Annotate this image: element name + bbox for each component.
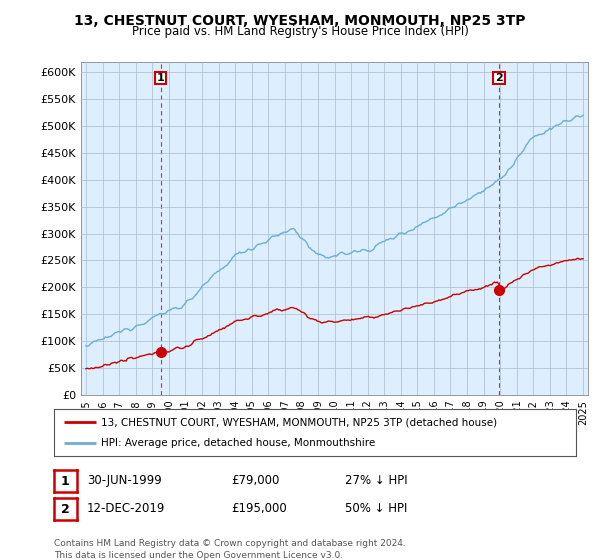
Text: Contains HM Land Registry data © Crown copyright and database right 2024.
This d: Contains HM Land Registry data © Crown c… [54,539,406,560]
Text: £79,000: £79,000 [231,474,280,487]
Text: 13, CHESTNUT COURT, WYESHAM, MONMOUTH, NP25 3TP (detached house): 13, CHESTNUT COURT, WYESHAM, MONMOUTH, N… [101,417,497,427]
Text: 12-DEC-2019: 12-DEC-2019 [87,502,166,515]
Text: £195,000: £195,000 [231,502,287,515]
Text: 30-JUN-1999: 30-JUN-1999 [87,474,162,487]
FancyBboxPatch shape [155,72,166,83]
Text: 2: 2 [495,73,503,83]
Text: 13, CHESTNUT COURT, WYESHAM, MONMOUTH, NP25 3TP: 13, CHESTNUT COURT, WYESHAM, MONMOUTH, N… [74,14,526,28]
Text: Price paid vs. HM Land Registry's House Price Index (HPI): Price paid vs. HM Land Registry's House … [131,25,469,38]
Text: 27% ↓ HPI: 27% ↓ HPI [345,474,407,487]
FancyBboxPatch shape [493,72,505,83]
Text: 1: 1 [61,474,70,488]
Text: 1: 1 [157,73,164,83]
Text: HPI: Average price, detached house, Monmouthshire: HPI: Average price, detached house, Monm… [101,438,375,448]
Text: 50% ↓ HPI: 50% ↓ HPI [345,502,407,515]
Text: 2: 2 [61,502,70,516]
